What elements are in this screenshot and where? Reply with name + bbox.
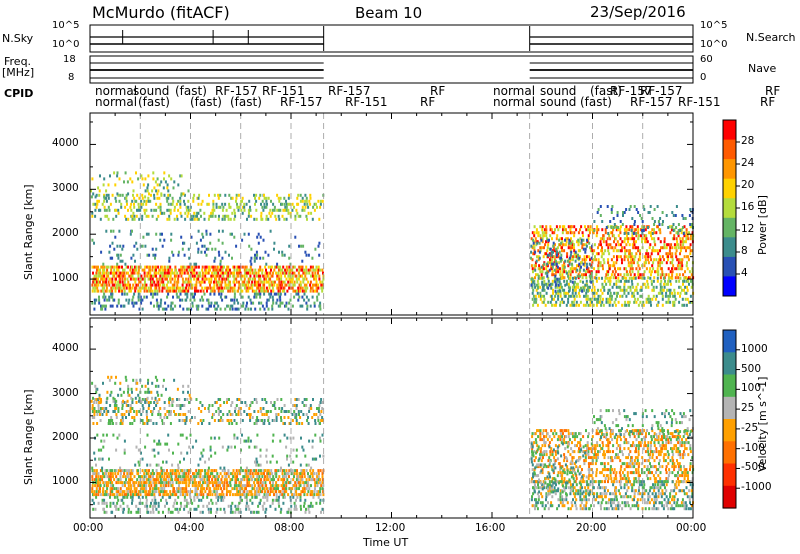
nsearch-bottom-tick: 10^0	[700, 39, 728, 50]
power-colorbar	[722, 119, 740, 297]
colorbar-tick-label: 20	[741, 179, 755, 191]
cpid-label: CPID	[4, 87, 34, 100]
colorbar-tick-label: -1000	[741, 481, 772, 494]
colorbar-tick-label: 24	[741, 157, 755, 169]
y-tick-label: 1000	[52, 475, 79, 488]
nsearch-label: N.Search	[746, 31, 796, 44]
cpid-label-item: sound	[133, 84, 170, 98]
power-heatmap	[90, 171, 695, 311]
x-tick-label: 08:00	[274, 522, 305, 534]
cpid-label-item: sound	[540, 84, 577, 98]
power-panel-frame	[89, 112, 694, 316]
cpid-label-item: sound	[540, 95, 577, 109]
beam-label: Beam 10	[355, 4, 423, 22]
cpid-label-item: RF	[760, 95, 776, 109]
nsky-top-tick: 10^5	[52, 20, 80, 31]
nave-bottom-tick: 0	[700, 72, 707, 83]
freq-unit-label: [MHz]	[2, 66, 35, 79]
x-tick-label: 00:00	[676, 522, 707, 534]
x-tick-label: 16:00	[475, 522, 506, 534]
colorbar-tick-label: 25	[741, 402, 755, 415]
nsearch-top-tick: 10^5	[700, 20, 728, 31]
cpid-label-item: RF-151	[678, 95, 721, 109]
x-tick-label: 12:00	[375, 522, 406, 534]
cpid-label-item: (fast)	[230, 95, 262, 109]
colorbar-tick-label: 1000	[741, 342, 768, 355]
cpid-label-item: RF-151	[262, 84, 305, 98]
cpid-label-item: RF-157	[280, 95, 323, 109]
x-tick-label: 04:00	[174, 522, 205, 534]
cpid-label-item: (fast)	[138, 95, 170, 109]
time-axis-label: Time UT	[363, 536, 409, 549]
cpid-label-item: (fast)	[590, 84, 622, 98]
cpid-label-item: (fast)	[175, 84, 207, 98]
nave-label: Nave	[748, 62, 777, 75]
y-tick-label: 1000	[52, 272, 79, 285]
cpid-label-item: normal	[95, 95, 138, 109]
colorbar-tick-label: 4	[741, 267, 748, 279]
cpid-label-item: RF-157	[630, 95, 673, 109]
cpid-label-item: RF	[765, 84, 781, 98]
y-tick-label: 4000	[52, 342, 79, 355]
colorbar-tick-label: 500	[741, 362, 762, 375]
cpid-label-item: (fast)	[580, 95, 612, 109]
y-tick-label: 2000	[52, 431, 79, 443]
velocity-ylabel: Slant Range [km]	[22, 389, 35, 485]
colorbar-tick-label: 100	[741, 382, 762, 395]
cpid-label-item: normal	[95, 84, 138, 98]
velocity-heatmap	[90, 375, 695, 514]
colorbar-tick-label: -25	[741, 421, 759, 434]
chart-title: McMurdo (fitACF)	[92, 3, 230, 22]
velocity-panel-frame	[89, 317, 694, 519]
cpid-label-item: normal	[493, 84, 536, 98]
y-tick-label: 3000	[52, 386, 79, 399]
freq-label: Freq.	[4, 55, 32, 68]
velocity-colorbar	[722, 329, 740, 509]
power-ylabel: Slant Range [km]	[22, 184, 35, 280]
colorbar-tick-label: 16	[741, 201, 755, 213]
y-tick-label: 4000	[52, 137, 79, 150]
power-colorbar-label: Power [dB]	[756, 195, 769, 255]
y-tick-label: 2000	[52, 227, 79, 240]
cpid-label-item: RF-157	[640, 84, 683, 98]
x-tick-label: 00:00	[73, 522, 104, 534]
colorbar-tick-label: 12	[741, 223, 755, 235]
colorbar-tick-label: 8	[741, 245, 748, 257]
nsky-bottom-tick: 10^0	[52, 39, 80, 50]
nsky-label: N.Sky	[2, 32, 34, 45]
cpid-label-item: RF-157	[328, 84, 371, 98]
cpid-label-item: RF-157	[215, 84, 258, 98]
freq-top-tick: 18	[63, 54, 76, 65]
colorbar-tick-label: -500	[741, 461, 765, 474]
cpid-label-item: RF	[420, 95, 436, 109]
freq-bottom-tick: 8	[68, 72, 75, 83]
date-label: 23/Sep/2016	[590, 3, 686, 21]
cpid-label-item: normal	[493, 95, 536, 109]
nsky-frame	[89, 24, 694, 53]
y-tick-label: 3000	[52, 182, 79, 195]
cpid-label-item: RF	[430, 84, 446, 98]
colorbar-tick-label: 28	[741, 135, 755, 147]
cpid-label-item: (fast)	[190, 95, 222, 109]
cpid-label-item: RF-157	[610, 84, 653, 98]
nave-top-tick: 60	[700, 54, 713, 65]
colorbar-tick-label: -100	[741, 441, 765, 454]
x-tick-label: 20:00	[576, 522, 607, 534]
cpid-label-item: RF-151	[345, 95, 388, 109]
